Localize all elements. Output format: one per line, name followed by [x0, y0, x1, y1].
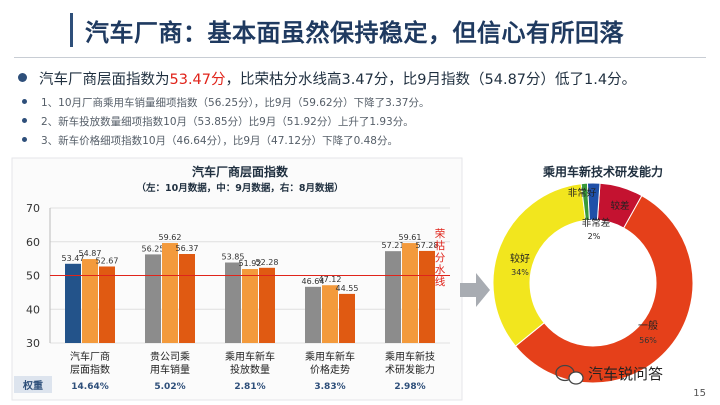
title-accent-bar	[70, 13, 73, 47]
weight-value: 2.98%	[394, 382, 425, 392]
slice-label: 一般	[638, 319, 658, 332]
bar-value-label: 52.67	[96, 256, 119, 265]
weight-value: 2.81%	[234, 382, 265, 392]
weights-label: 权重	[22, 379, 43, 392]
y-tick-label: 30	[26, 337, 40, 350]
bullet-dot	[22, 137, 27, 142]
bar	[82, 259, 98, 343]
x-category-label: 投放数量	[230, 363, 270, 376]
bar-value-label: 57.21	[382, 241, 405, 250]
bar-value-label: 59.61	[399, 233, 422, 242]
threshold-label-char: 枯	[435, 239, 446, 252]
footer-brand: 汽车锐问答	[588, 365, 663, 383]
threshold-label-char: 荣	[435, 228, 446, 240]
wechat-icon-bubble	[568, 371, 584, 385]
weights-badge	[14, 376, 52, 393]
slice-label: 较差	[610, 200, 629, 212]
bar-value-label: 56.37	[176, 244, 199, 253]
x-category-label: 术研发能力	[385, 363, 435, 376]
bar-value-label: 53.47	[62, 254, 85, 263]
x-category-label: 价格走势	[310, 363, 350, 376]
bar-value-label: 47.12	[319, 275, 342, 284]
bar-value-label: 53.85	[222, 253, 245, 262]
donut-slice	[514, 195, 694, 384]
summary-sub-text: 3、新车价格细项指数10月（46.64分），比9月（47.12分）下降了0.48…	[41, 135, 398, 147]
weight-value: 3.83%	[314, 382, 345, 392]
y-tick-label: 60	[26, 236, 40, 249]
slice-value-label: 2%	[588, 232, 601, 241]
bar	[305, 286, 321, 343]
x-category-label: 贵公司乘	[150, 350, 190, 363]
threshold-label-char: 分	[435, 252, 446, 264]
x-category-label: 乘用车新技	[385, 350, 435, 363]
title-divider	[14, 57, 706, 58]
weight-value: 14.64%	[71, 382, 109, 392]
y-tick-label: 40	[26, 303, 40, 316]
bar	[242, 269, 258, 343]
summary-main-value: 53.47分	[169, 72, 226, 88]
bar	[419, 250, 435, 343]
summary-sub-2: 2、新车投放数量细项指数10月（53.85分）比9月（51.92分）上升了1.9…	[22, 114, 414, 129]
page-title: 汽车厂商：基本面虽然保持稳定，但信心有所回落	[85, 18, 624, 47]
bar	[65, 263, 81, 343]
bar-value-label: 44.55	[336, 284, 359, 293]
summary-sub-text: 2、新车投放数量细项指数10月（53.85分）比9月（51.92分）上升了1.9…	[41, 116, 414, 128]
slice-label: 较好	[510, 252, 530, 265]
bar	[179, 254, 195, 343]
bar	[225, 262, 241, 343]
bullet-dot	[22, 99, 27, 104]
x-category-label: 乘用车新车	[225, 350, 275, 363]
summary-main-pre: 汽车厂商层面指数为	[39, 72, 170, 88]
bar	[259, 267, 275, 343]
weight-value: 5.02%	[154, 382, 185, 392]
bar-value-label: 59.62	[159, 233, 182, 242]
summary-main: 汽车厂商层面指数为53.47分，比荣枯分水线高3.47分，比9月指数（54.87…	[18, 68, 636, 89]
bar-value-label: 52.28	[256, 258, 279, 267]
slice-value-label: 56%	[639, 336, 657, 345]
donut-slice	[492, 183, 587, 347]
bar-value-label: 56.25	[142, 244, 165, 253]
bullet-dot	[22, 118, 27, 123]
summary-sub-1: 1、10月厂商乘用车销量细项指数（56.25分），比9月（59.62分）下降了3…	[22, 95, 429, 110]
bar	[402, 243, 418, 343]
bar-value-label: 46.64	[302, 277, 325, 286]
threshold-label-char: 线	[435, 275, 446, 288]
bar	[385, 251, 401, 343]
bar-chart-subtitle: （左：10月数据，中：9月数据，右：8月数据）	[137, 182, 344, 194]
summary-sub-3: 3、新车价格细项指数10月（46.64分），比9月（47.12分）下降了0.48…	[22, 133, 398, 148]
bar-value-label: 51.92	[239, 259, 262, 268]
bar	[322, 285, 338, 343]
threshold-label-char: 水	[435, 264, 446, 276]
bar	[99, 266, 115, 343]
arrow-right-icon	[460, 273, 490, 307]
slice-value-label: 34%	[511, 268, 529, 277]
bullet-dot	[18, 73, 27, 82]
bar	[162, 243, 178, 343]
slice-label: 非常好	[568, 187, 597, 199]
bar-value-label: 54.87	[79, 249, 102, 258]
summary-main-post: ，比荣枯分水线高3.47分，比9月指数（54.87分）低了1.4分。	[225, 72, 637, 88]
bar-chart-title: 汽车厂商层面指数	[192, 164, 289, 179]
summary-sub-text: 1、10月厂商乘用车销量细项指数（56.25分），比9月（59.62分）下降了3…	[41, 97, 430, 109]
donut-chart-title: 乘用车新技术研发能力	[542, 164, 663, 179]
page-title-wrap: 汽车厂商：基本面虽然保持稳定，但信心有所回落	[70, 10, 624, 50]
y-tick-label: 50	[26, 270, 40, 283]
page-number: 15	[693, 388, 706, 399]
x-category-label: 乘用车新车	[305, 350, 355, 363]
bar	[145, 254, 161, 343]
x-category-label: 汽车厂商	[70, 350, 110, 363]
bar	[339, 293, 355, 343]
bar-value-label: 57.28	[416, 241, 439, 250]
x-category-label: 层面指数	[70, 363, 110, 376]
y-tick-label: 70	[26, 202, 40, 215]
donut-slice	[586, 182, 601, 221]
slice-label: 非常差	[582, 217, 611, 229]
x-category-label: 用车销量	[150, 363, 190, 376]
